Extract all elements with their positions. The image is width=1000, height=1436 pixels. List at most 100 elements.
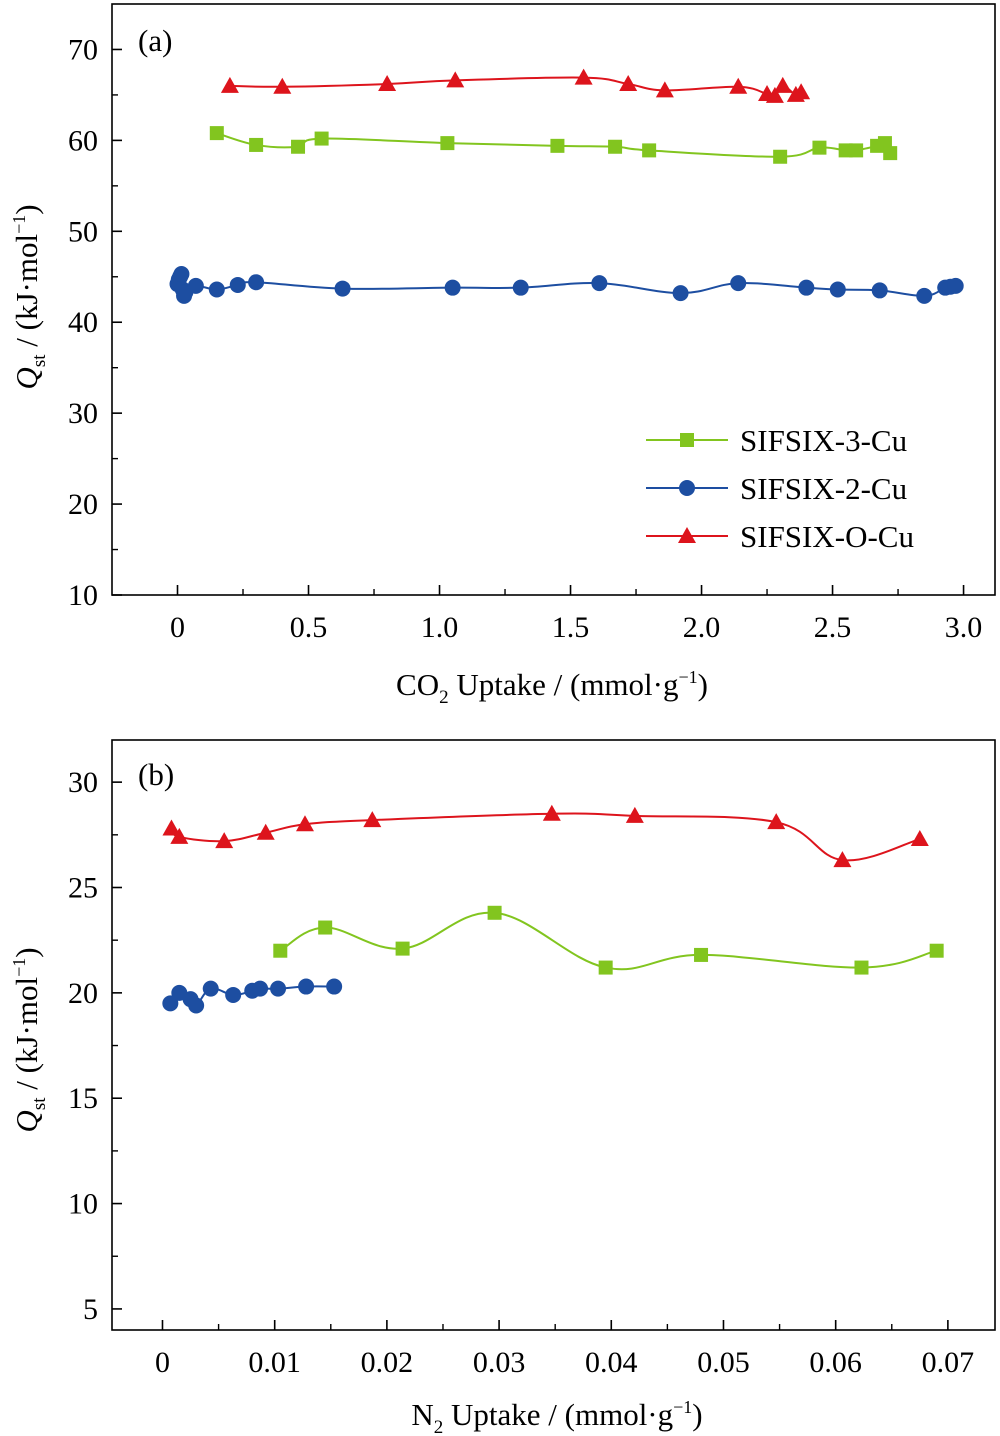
panel-b-point-sifsix-o-cu (767, 813, 786, 830)
panel-b-x-tick-label: 0.03 (473, 1346, 526, 1379)
panel-b-point-sifsix-o-cu (625, 806, 644, 823)
panel-a-point-sifsix-2-cu (229, 276, 246, 293)
panel-a-point-sifsix-2-cu (512, 279, 529, 296)
panel-a-point-sifsix-2-cu (591, 275, 608, 292)
panel-a-point-sifsix-2-cu (208, 281, 225, 298)
panel-b-point-sifsix-3-cu (487, 905, 502, 920)
legend-marker-sifsix-3-cu (680, 433, 694, 447)
panel-b-point-sifsix-2-cu (162, 995, 179, 1012)
panel-a-point-sifsix-3-cu (249, 137, 264, 152)
panel-b-series-line-sifsix-3-cu (279, 911, 937, 971)
panel-a-point-sifsix-2-cu (248, 274, 265, 291)
panel-a-point-sifsix-2-cu (444, 279, 461, 296)
panel-a-point-sifsix-3-cu (608, 139, 623, 154)
panel-a-point-sifsix-2-cu (672, 285, 689, 302)
panel-b-x-axis-title: N2 Uptake / (mmol·g−1) (411, 1397, 702, 1436)
panel-b-x-tick-label: 0.07 (922, 1346, 975, 1379)
panel-a-point-sifsix-3-cu (849, 143, 864, 158)
panel-b-point-sifsix-2-cu (202, 980, 219, 997)
panel-a-y-axis-title: Qst / (kJ·mol−1) (9, 204, 50, 389)
panel-a-x-tick-label: 2.0 (683, 611, 721, 644)
legend-marker-sifsix-o-cu (678, 527, 696, 543)
panel-b-point-sifsix-3-cu (318, 920, 333, 935)
panel-b-x-tick-label: 0.05 (697, 1346, 750, 1379)
panel-b-point-sifsix-o-cu (295, 815, 314, 832)
panel-a-point-sifsix-o-cu (655, 81, 674, 98)
panel-a-point-sifsix-o-cu (574, 68, 593, 85)
panel-a: 0 0.5 1.0 1.5 2.0 2.5 3.0 10 20 30 40 50 60 70 (a) CO… (9, 3, 996, 708)
panel-a-point-sifsix-3-cu (209, 126, 224, 141)
panel-b-y-tick-label: 20 (68, 977, 98, 1010)
panel-a-y-tick-label: 10 (68, 579, 98, 612)
legend-label-sifsix-3-cu: SIFSIX-3-Cu (740, 423, 907, 458)
panel-b-point-sifsix-3-cu (273, 943, 288, 958)
panel-a-point-sifsix-2-cu (173, 266, 190, 283)
panel-a-point-sifsix-o-cu (729, 77, 748, 94)
panel-a-y-tick-label: 60 (68, 124, 98, 157)
panel-a-y-tick-label: 30 (68, 397, 98, 430)
legend-item-sifsix-3-cu: SIFSIX-3-Cu (646, 423, 907, 458)
legend-item-sifsix-2-cu: SIFSIX-2-Cu (646, 471, 907, 506)
legend-item-sifsix-o-cu: SIFSIX-O-Cu (646, 519, 914, 554)
panel-b-point-sifsix-o-cu (542, 804, 561, 821)
panel-b-point-sifsix-3-cu (598, 960, 613, 975)
panel-b-x-tick-label: 0 (155, 1346, 170, 1379)
panel-b-point-sifsix-2-cu (252, 980, 269, 997)
panel-a-x-tick-label: 1.0 (421, 611, 459, 644)
panel-b-point-sifsix-3-cu (395, 941, 410, 956)
panel-a-x-tick-label: 3.0 (945, 611, 983, 644)
panel-a-point-sifsix-3-cu (883, 146, 898, 161)
panel-a-point-sifsix-o-cu (378, 75, 397, 92)
panel-a-point-sifsix-2-cu (947, 277, 964, 294)
panel-b-y-tick-label: 30 (68, 766, 98, 799)
panel-b-y-tick-label: 10 (68, 1188, 98, 1221)
panel-a-point-sifsix-3-cu (550, 138, 565, 153)
panel-b-x-tick-label: 0.01 (248, 1346, 301, 1379)
panel-b-point-sifsix-o-cu (363, 811, 382, 828)
panel-b-point-sifsix-2-cu (326, 978, 343, 995)
panel-a-axes-frame (111, 3, 996, 596)
legend: SIFSIX-3-Cu SIFSIX-2-Cu SIFSIX-O-Cu (646, 423, 914, 554)
panel-a-y-tick-label: 40 (68, 306, 98, 339)
panel-b-point-sifsix-3-cu (694, 947, 709, 962)
legend-marker-sifsix-2-cu (679, 480, 695, 496)
panel-b-tag: (b) (138, 757, 174, 792)
panel-a-point-sifsix-o-cu (273, 77, 292, 94)
panel-b-y-axis-title: Qst / (kJ·mol−1) (9, 947, 50, 1132)
panel-a-y-tick-label: 70 (68, 33, 98, 66)
panel-b-x-tick-label: 0.04 (585, 1346, 638, 1379)
panel-a-x-tick-label: 0 (170, 611, 185, 644)
panel-a-point-sifsix-o-cu (619, 75, 638, 92)
panel-a-point-sifsix-2-cu (187, 277, 204, 294)
panel-a-point-sifsix-3-cu (812, 140, 827, 155)
panel-b-x-tick-label: 0.06 (809, 1346, 862, 1379)
panel-b-x-tick-label: 0.02 (361, 1346, 414, 1379)
panel-b-point-sifsix-2-cu (298, 978, 315, 995)
panel-b: 0 0.01 0.02 0.03 0.04 0.05 0.06 0.07 5 10 15 20 25 30… (9, 739, 996, 1436)
panel-a-point-sifsix-2-cu (916, 287, 933, 304)
panel-b-point-sifsix-2-cu (225, 986, 242, 1003)
panel-b-axes-frame (111, 739, 996, 1331)
panel-b-y-tick-label: 5 (83, 1293, 98, 1326)
panel-b-point-sifsix-2-cu (270, 980, 287, 997)
panel-b-point-sifsix-o-cu (162, 819, 181, 836)
panel-a-tag: (a) (138, 23, 172, 58)
panel-b-point-sifsix-o-cu (833, 851, 852, 868)
panel-a-x-tick-label: 0.5 (290, 611, 328, 644)
panel-a-plot-area: 0 0.5 1.0 1.5 2.0 2.5 3.0 10 20 30 40 50 60 70 (68, 3, 996, 644)
panel-a-point-sifsix-o-cu (792, 83, 811, 100)
panel-a-point-sifsix-2-cu (871, 282, 888, 299)
panel-a-x-tick-label: 1.5 (552, 611, 590, 644)
panel-a-y-tick-label: 20 (68, 488, 98, 521)
panel-b-y-tick-label: 15 (68, 1082, 98, 1115)
panel-a-point-sifsix-2-cu (829, 281, 846, 298)
panel-a-series-line-sifsix-o-cu (229, 76, 802, 98)
panel-a-point-sifsix-o-cu (220, 76, 239, 93)
panel-a-point-sifsix-o-cu (773, 76, 792, 93)
panel-a-point-sifsix-o-cu (765, 86, 784, 103)
panel-b-point-sifsix-2-cu (188, 997, 205, 1014)
panel-b-point-sifsix-o-cu (215, 832, 234, 849)
panel-b-y-tick-label: 25 (68, 872, 98, 905)
panel-a-point-sifsix-3-cu (773, 149, 788, 164)
